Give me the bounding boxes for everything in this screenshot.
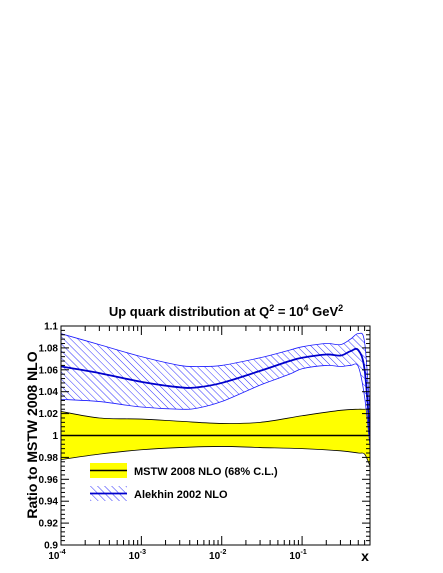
y-tick-label: 0.9 <box>44 541 58 552</box>
alekhin-central-line <box>61 347 370 436</box>
alekhin-lower-edge <box>61 363 370 447</box>
mstw-lower-edge <box>61 446 370 467</box>
plot-area <box>61 332 370 467</box>
chart-title: Up quark distribution at Q2 = 104 GeV2 <box>109 303 343 319</box>
mstw-upper-edge <box>61 407 370 424</box>
y-tick-label: 1 <box>52 431 58 442</box>
mstw-band <box>61 408 370 467</box>
y-tick-label: 1.04 <box>39 387 59 398</box>
x-tick-label: 10-3 <box>129 549 146 562</box>
legend-label-mstw: MSTW 2008 NLO (68% C.L.) <box>134 466 278 478</box>
y-tick-label: 0.98 <box>39 453 59 464</box>
y-tick-label: 1.02 <box>39 409 59 420</box>
y-tick-label: 1.08 <box>39 343 59 354</box>
legend: MSTW 2008 NLO (68% C.L.) Alekhin 2002 NL… <box>90 463 278 501</box>
y-tick-label: 0.96 <box>39 475 59 486</box>
alekhin-band <box>61 333 370 447</box>
x-tick-label: 10-1 <box>289 549 306 562</box>
y-tick-label: 1.1 <box>44 322 58 333</box>
x-tick-label: 10-2 <box>209 549 226 562</box>
x-axis-label: x <box>361 548 369 564</box>
y-tick-label: 0.94 <box>39 497 59 508</box>
legend-label-alekhin: Alekhin 2002 NLO <box>134 489 228 501</box>
y-tick-label: 1.06 <box>39 365 59 376</box>
y-tick-label: 0.92 <box>39 519 59 530</box>
y-axis-label: Ratio to MSTW 2008 NLO <box>24 351 40 518</box>
alekhin-upper-edge <box>61 332 370 414</box>
axis-ticks: 0.9 0.92 0.94 0.96 0.98 1 1.02 1.04 1.06 1.08 1.1 1… <box>39 322 370 562</box>
x-tick-label: 10-4 <box>48 549 65 562</box>
